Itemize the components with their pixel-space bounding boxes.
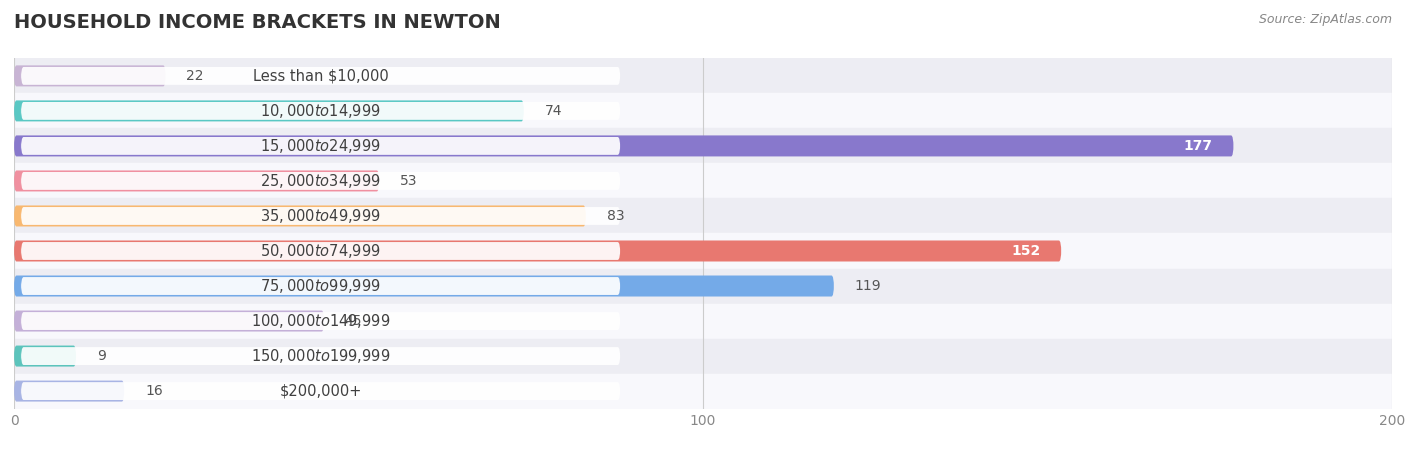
Bar (14, 304, 1392, 339)
FancyBboxPatch shape (21, 382, 620, 400)
FancyBboxPatch shape (21, 137, 620, 155)
Text: 152: 152 (1011, 244, 1040, 258)
FancyBboxPatch shape (21, 277, 620, 295)
FancyBboxPatch shape (14, 381, 124, 401)
Text: Source: ZipAtlas.com: Source: ZipAtlas.com (1258, 13, 1392, 26)
Bar (14, 269, 1392, 304)
Bar (14, 233, 1392, 269)
FancyBboxPatch shape (14, 66, 166, 86)
FancyBboxPatch shape (14, 171, 380, 191)
Text: HOUSEHOLD INCOME BRACKETS IN NEWTON: HOUSEHOLD INCOME BRACKETS IN NEWTON (14, 13, 501, 32)
Text: $10,000 to $14,999: $10,000 to $14,999 (260, 102, 381, 120)
FancyBboxPatch shape (14, 136, 1233, 156)
FancyBboxPatch shape (21, 242, 620, 260)
Text: 83: 83 (606, 209, 624, 223)
FancyBboxPatch shape (14, 206, 586, 226)
FancyBboxPatch shape (14, 241, 1062, 261)
Text: Less than $10,000: Less than $10,000 (253, 68, 388, 84)
FancyBboxPatch shape (14, 276, 834, 296)
Text: 16: 16 (145, 384, 163, 398)
Text: $100,000 to $149,999: $100,000 to $149,999 (250, 312, 391, 330)
Bar (14, 58, 1392, 93)
Text: 119: 119 (855, 279, 882, 293)
FancyBboxPatch shape (21, 347, 620, 365)
Text: 22: 22 (186, 69, 204, 83)
Bar (14, 163, 1392, 198)
Text: 74: 74 (544, 104, 562, 118)
Bar (14, 198, 1392, 233)
Text: $200,000+: $200,000+ (280, 383, 361, 399)
FancyBboxPatch shape (21, 172, 620, 190)
Bar (14, 339, 1392, 374)
Bar (14, 93, 1392, 128)
Text: $150,000 to $199,999: $150,000 to $199,999 (250, 347, 391, 365)
FancyBboxPatch shape (14, 346, 76, 366)
Text: $50,000 to $74,999: $50,000 to $74,999 (260, 242, 381, 260)
Text: 45: 45 (344, 314, 363, 328)
Bar (14, 374, 1392, 409)
FancyBboxPatch shape (21, 207, 620, 225)
FancyBboxPatch shape (21, 312, 620, 330)
Text: $35,000 to $49,999: $35,000 to $49,999 (260, 207, 381, 225)
Text: 177: 177 (1184, 139, 1213, 153)
FancyBboxPatch shape (21, 67, 620, 85)
Text: 9: 9 (97, 349, 105, 363)
Text: 53: 53 (399, 174, 418, 188)
Bar (14, 128, 1392, 163)
Text: $75,000 to $99,999: $75,000 to $99,999 (260, 277, 381, 295)
FancyBboxPatch shape (14, 101, 524, 121)
FancyBboxPatch shape (14, 311, 325, 331)
Text: $25,000 to $34,999: $25,000 to $34,999 (260, 172, 381, 190)
Text: $15,000 to $24,999: $15,000 to $24,999 (260, 137, 381, 155)
FancyBboxPatch shape (21, 102, 620, 120)
